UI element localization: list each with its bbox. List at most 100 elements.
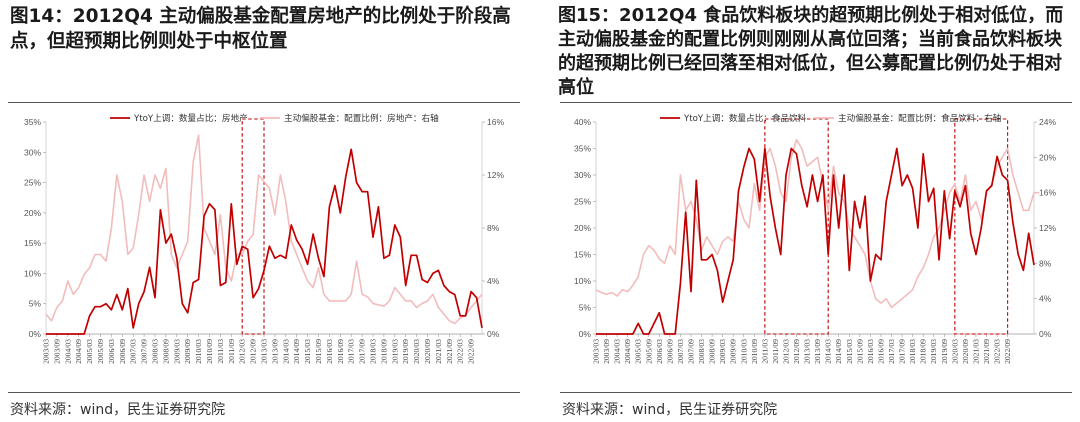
right-tick-label: 24% — [1039, 117, 1056, 127]
x-tick-label: 2013/09 — [813, 339, 822, 364]
highlight-box — [764, 118, 829, 335]
x-tick-label: 2014/09 — [292, 339, 301, 364]
left-tick-label: 25% — [574, 197, 591, 207]
x-tick-label: 2006/03 — [107, 339, 116, 364]
series-line-1 — [595, 138, 1040, 309]
title-divider — [560, 102, 1072, 103]
x-tick-label: 2012/03 — [781, 339, 790, 364]
series-line-0 — [46, 148, 483, 335]
legend-label: 主动偏股基金：配置比例：房地产：右轴 — [284, 112, 439, 124]
x-tick-label: 2005/03 — [634, 339, 643, 364]
left-tick-label: 5% — [29, 299, 42, 309]
x-tick-label: 2009/03 — [172, 339, 181, 364]
x-tick-label: 2017/09 — [358, 339, 367, 364]
x-tick-label: 2003/03 — [592, 339, 601, 364]
x-tick-label: 2010/09 — [205, 339, 214, 364]
right-tick-label: 0% — [1039, 329, 1052, 339]
left-tick-label: 40% — [574, 117, 591, 127]
x-tick-label: 2004/09 — [74, 339, 83, 364]
x-tick-label: 2009/09 — [729, 339, 738, 364]
x-tick-label: 2003/03 — [42, 339, 51, 364]
x-tick-label: 2013/09 — [270, 339, 279, 364]
x-tick-label: 2022/09 — [467, 339, 476, 364]
x-tick-label: 2013/03 — [803, 339, 812, 364]
left-tick-label: 20% — [574, 223, 591, 233]
x-tick-label: 2008/09 — [708, 339, 717, 364]
x-tick-label: 2012/09 — [792, 339, 801, 364]
x-tick-label: 2010/03 — [194, 339, 203, 364]
right-tick-label: 12% — [1039, 223, 1056, 233]
x-tick-label: 2017/03 — [887, 339, 896, 364]
x-tick-label: 2016/03 — [866, 339, 875, 364]
right-tick-label: 12% — [487, 170, 504, 180]
legend-label: YtoY上调：数量占比：食品饮料 — [683, 112, 807, 124]
x-tick-label: 2013/03 — [260, 339, 269, 364]
legend-label: 主动偏股基金：配置比例：食品饮料：右轴 — [838, 112, 1001, 124]
left-tick-label: 5% — [579, 303, 592, 313]
x-tick-label: 2021/03 — [434, 339, 443, 364]
left-tick-label: 10% — [24, 268, 41, 278]
x-tick-label: 2018/09 — [919, 339, 928, 364]
right-tick-label: 16% — [1039, 188, 1056, 198]
left-tick-label: 15% — [24, 238, 41, 248]
left-tick-label: 30% — [574, 170, 591, 180]
left-tick-label: 20% — [24, 208, 41, 218]
x-tick-label: 2003/09 — [602, 339, 611, 364]
x-tick-label: 2005/09 — [644, 339, 653, 364]
left-tick-label: 30% — [24, 147, 41, 157]
x-tick-label: 2020/03 — [950, 339, 959, 364]
left-tick-label: 35% — [24, 117, 41, 127]
chart-panel-real-estate: 图14：2012Q4 主动偏股基金配置房地产的比例处于阶段高点，但超预期比例则处… — [0, 0, 528, 422]
x-tick-label: 2019/09 — [401, 339, 410, 364]
x-tick-label: 2006/03 — [655, 339, 664, 364]
x-tick-label: 2010/03 — [739, 339, 748, 364]
left-tick-label: 0% — [29, 329, 42, 339]
x-tick-label: 2012/09 — [249, 339, 258, 364]
x-tick-label: 2003/09 — [52, 339, 61, 364]
x-tick-label: 2011/03 — [216, 339, 225, 364]
legend-label: YtoY上调：数量占比：房地产 — [133, 112, 248, 124]
highlight-box — [241, 118, 265, 335]
x-tick-label: 2015/03 — [845, 339, 854, 364]
x-tick-label: 2015/03 — [303, 339, 312, 364]
x-tick-label: 2004/03 — [613, 339, 622, 364]
x-tick-label: 2022/03 — [993, 339, 1002, 364]
x-tick-label: 2021/09 — [982, 339, 991, 364]
right-tick-label: 20% — [1039, 152, 1056, 162]
x-tick-label: 2019/03 — [390, 339, 399, 364]
x-tick-label: 2014/09 — [834, 339, 843, 364]
right-tick-label: 16% — [487, 117, 504, 127]
left-tick-label: 15% — [574, 250, 591, 260]
x-tick-label: 2015/09 — [314, 339, 323, 364]
right-tick-label: 8% — [1039, 258, 1052, 268]
x-tick-label: 2012/03 — [238, 339, 247, 364]
x-tick-label: 2022/03 — [456, 339, 465, 364]
x-tick-label: 2022/09 — [1003, 339, 1012, 364]
x-tick-label: 2004/03 — [63, 339, 72, 364]
series-line-0 — [596, 147, 1035, 335]
chart-title: 图15：2012Q4 食品饮料板块的超预期比例处于相对低位，而主动偏股基金的配置… — [558, 5, 1064, 98]
x-tick-label: 2005/09 — [96, 339, 105, 364]
x-tick-label: 2017/03 — [347, 339, 356, 364]
x-tick-label: 2015/09 — [855, 339, 864, 364]
title-divider — [8, 102, 520, 103]
x-tick-label: 2017/09 — [898, 339, 907, 364]
x-tick-label: 2008/09 — [161, 339, 170, 364]
x-tick-label: 2018/03 — [369, 339, 378, 364]
x-tick-label: 2021/03 — [971, 339, 980, 364]
x-tick-label: 2014/03 — [824, 339, 833, 364]
x-tick-label: 2006/09 — [665, 339, 674, 364]
x-tick-label: 2018/03 — [908, 339, 917, 364]
series-line-1 — [45, 134, 483, 325]
x-tick-label: 2008/03 — [151, 339, 160, 364]
x-tick-label: 2019/03 — [929, 339, 938, 364]
x-tick-label: 2009/09 — [183, 339, 192, 364]
x-tick-label: 2009/03 — [718, 339, 727, 364]
x-tick-label: 2010/09 — [750, 339, 759, 364]
x-tick-label: 2021/09 — [445, 339, 454, 364]
left-tick-label: 25% — [24, 178, 41, 188]
left-tick-label: 10% — [574, 276, 591, 286]
x-tick-label: 2008/03 — [697, 339, 706, 364]
x-tick-label: 2018/09 — [379, 339, 388, 364]
x-tick-label: 2014/03 — [281, 339, 290, 364]
